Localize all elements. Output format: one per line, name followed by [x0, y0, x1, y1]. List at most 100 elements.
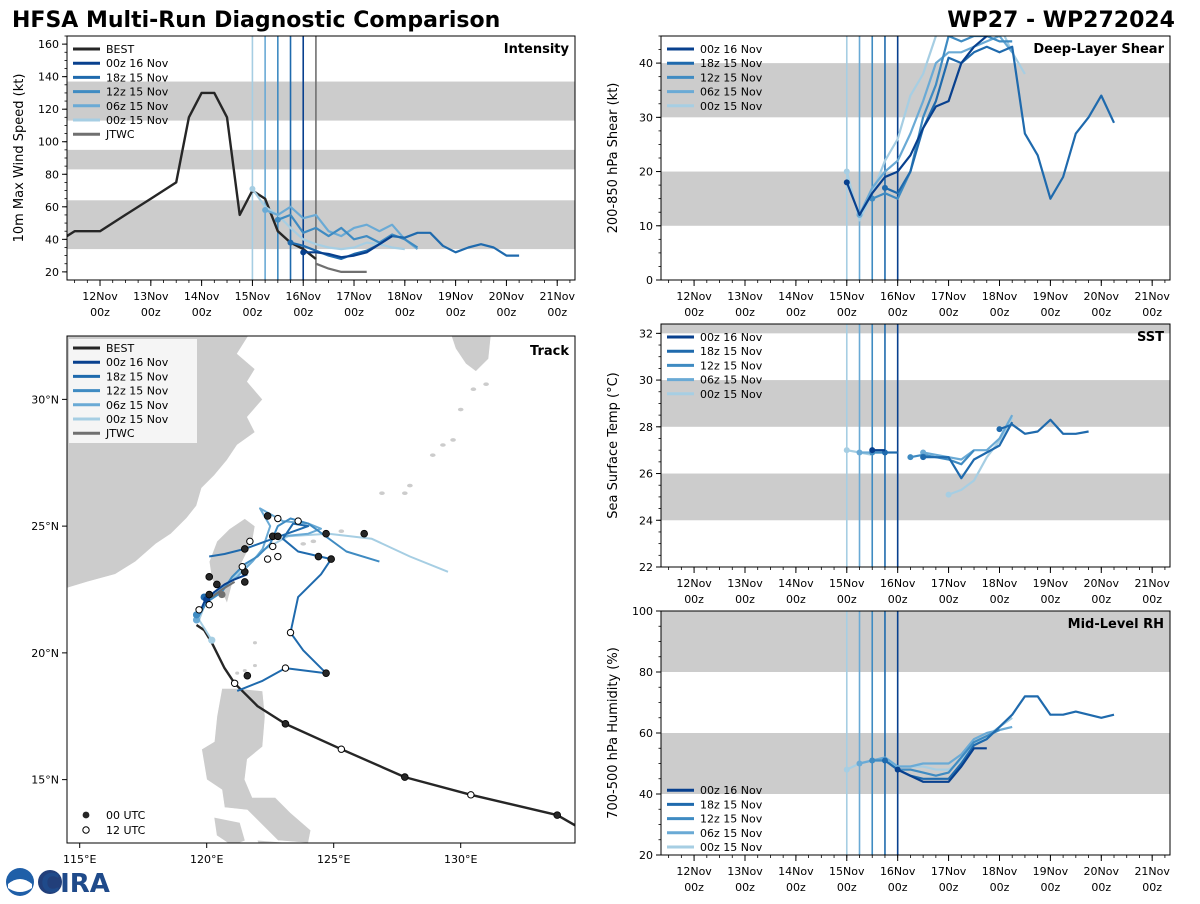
series-start-marker [907, 454, 914, 461]
legend-label: BEST [106, 342, 134, 355]
legend-label: JTWC [105, 128, 135, 141]
track-point-00utc [213, 580, 221, 589]
series-line [923, 421, 1014, 480]
series-line [922, 414, 1014, 461]
legend-label: 06z 15 Nov [700, 374, 763, 387]
legend-label: 12z 15 Nov [106, 385, 169, 398]
intensity-panel: 20 40 60 80 100 120 140 160 10m Max Wind Speed (… [12, 35, 576, 319]
x-tick-sublabel: 00z [939, 593, 959, 606]
x-tick-label: 130°E [444, 853, 477, 866]
x-tick-sublabel: 00z [1091, 881, 1111, 894]
x-tick-sublabel: 00z [395, 306, 415, 319]
y-tick-label: 22 [639, 561, 653, 574]
track-point-00utc [274, 532, 282, 541]
track-point-12utc [230, 679, 239, 687]
series-start-marker [856, 760, 863, 767]
x-tick-label: 13Nov [727, 865, 763, 878]
legend-label: 18z 15 Nov [106, 71, 169, 84]
shear-panel: 0 10 20 30 40 200-850 hPa Shear (kt) 12Nov 00z 1… [606, 35, 1171, 319]
series-start-marker [843, 447, 850, 454]
legend-label: 18z 15 Nov [106, 370, 169, 383]
track-point-12utc [238, 562, 246, 571]
y-tick-label: 20 [639, 849, 653, 862]
series-line [303, 235, 393, 259]
x-tick-label: 12Nov [676, 577, 712, 590]
ryukyu-island [483, 382, 489, 386]
visayas-landmass [257, 840, 288, 843]
series-line [871, 36, 1013, 200]
x-tick-sublabel: 00z [888, 593, 908, 606]
x-tick-sublabel: 00z [990, 881, 1010, 894]
y-tick-label: 60 [45, 201, 59, 214]
series-line [315, 262, 367, 273]
x-tick-label: 18Nov [982, 865, 1018, 878]
x-tick-sublabel: 00z [837, 881, 857, 894]
track-start-marker [218, 590, 226, 599]
track-point-00utc [360, 529, 368, 538]
y-tick-label: 20 [639, 166, 653, 179]
series-line [948, 416, 1014, 496]
x-tick-sublabel: 00z [1040, 306, 1060, 319]
globe-icon [38, 870, 62, 894]
x-tick-sublabel: 00z [1142, 593, 1162, 606]
x-tick-sublabel: 00z [497, 306, 517, 319]
track-point-12utc [286, 628, 295, 637]
luzon-landmass [201, 688, 312, 843]
track-point-00utc [205, 573, 214, 581]
series-start-marker [869, 757, 876, 764]
x-tick-label: 16Nov [880, 865, 916, 878]
x-tick-sublabel: 00z [684, 593, 704, 606]
x-tick-sublabel: 00z [192, 306, 212, 319]
x-tick-sublabel: 00z [1040, 593, 1060, 606]
y-axis-label: 700-500 hPa Humidity (%) [606, 647, 621, 819]
x-tick-label: 17Nov [931, 865, 967, 878]
y-tick-label: 140 [38, 71, 59, 84]
x-tick-label: 19Nov [1033, 577, 1069, 590]
x-tick-label: 19Nov [1033, 865, 1069, 878]
track-point-12utc [281, 664, 290, 672]
babuyan-island [252, 663, 257, 668]
series-start-marker [843, 179, 850, 186]
x-tick-sublabel: 00z [446, 306, 466, 319]
panel-title: Deep-Layer Shear [1033, 42, 1164, 57]
legend-label: 00z 15 Nov [700, 100, 763, 113]
track-point-00utc [241, 545, 249, 553]
threshold-band [661, 611, 1170, 672]
x-tick-sublabel: 00z [837, 593, 857, 606]
x-tick-sublabel: 00z [344, 306, 364, 319]
x-tick-label: 15Nov [829, 865, 865, 878]
marker-legend: 00 UTC 12 UTC [82, 809, 146, 837]
track-point-00utc [243, 671, 252, 680]
x-tick-sublabel: 00z [786, 306, 806, 319]
series-start-marker [869, 447, 876, 454]
track-point-00utc [322, 529, 330, 538]
series-line [884, 695, 1115, 780]
y-tick-label: 28 [639, 421, 653, 434]
threshold-band [661, 473, 1170, 521]
x-tick-label: 12Nov [676, 865, 712, 878]
track-point-00utc [327, 555, 335, 563]
x-tick-label: 15Nov [829, 577, 865, 590]
series-start-marker [287, 239, 294, 246]
legend-label: 00z 15 Nov [106, 114, 169, 127]
babuyan-island [242, 669, 247, 673]
x-tick-sublabel: 00z [735, 306, 755, 319]
legend-label: 00z 16 Nov [700, 331, 763, 344]
x-tick-label: 17Nov [931, 577, 967, 590]
threshold-band [67, 81, 575, 121]
x-tick-label: 120°E [190, 853, 223, 866]
legend-label: 06z 15 Nov [106, 100, 169, 113]
x-tick-label: 14Nov [778, 577, 814, 590]
track-point-00utc [401, 773, 409, 781]
threshold-band [67, 149, 575, 170]
threshold-band [661, 733, 1170, 794]
track-point-12utc [205, 601, 213, 609]
x-tick-label: 21Nov [1134, 577, 1170, 590]
x-tick-sublabel: 00z [990, 593, 1010, 606]
series-start-marker [894, 766, 901, 773]
track-point-00utc [322, 669, 330, 677]
legend-label: 00z 16 Nov [106, 356, 169, 369]
